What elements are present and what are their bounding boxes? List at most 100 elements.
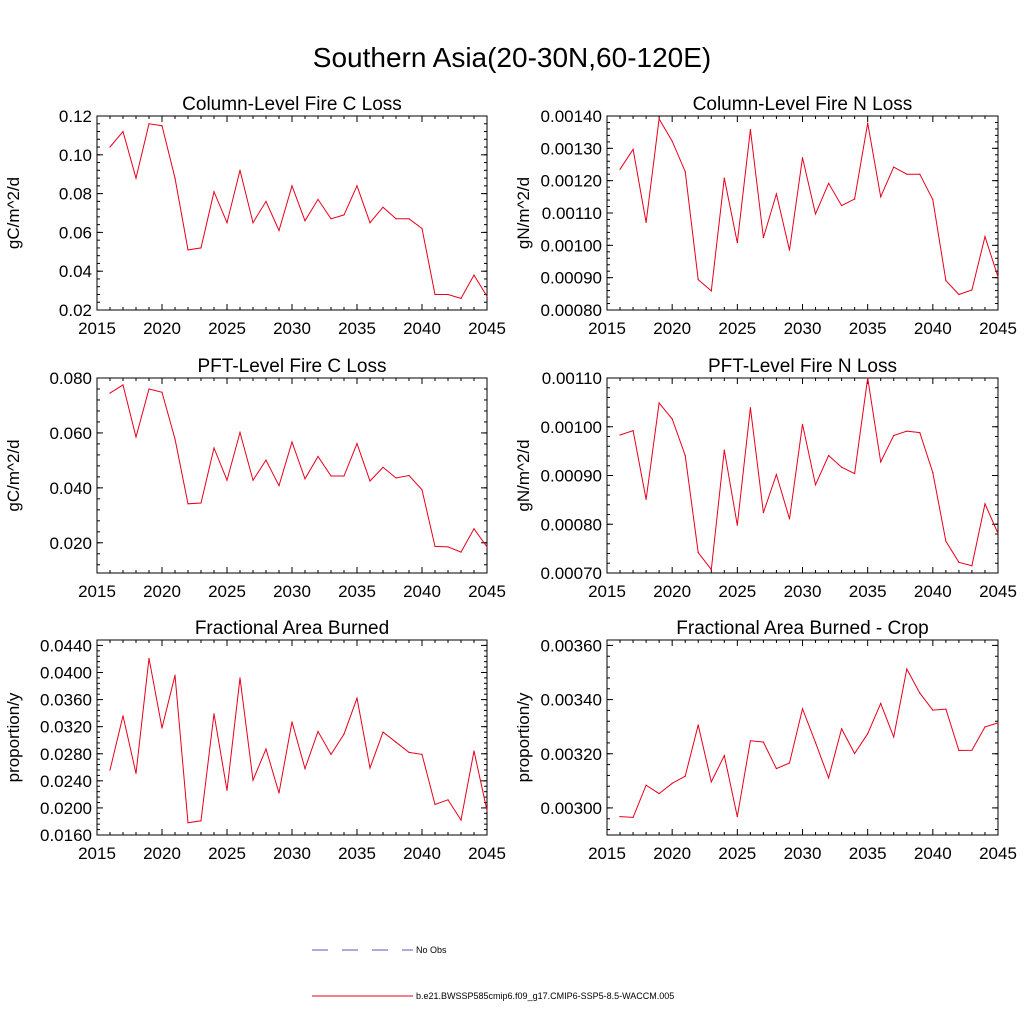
chart-panel-frac-area-burned: Fractional Area Burned proportion/y 2015 20… [4,618,506,863]
series-line [109,384,488,553]
data-point [828,182,830,184]
data-point [330,475,332,477]
data-point [304,768,306,770]
data-point [867,733,869,735]
data-point [161,727,163,729]
data-point [788,249,791,251]
data-point [906,173,908,175]
y-tick-label: 0.00080 [541,301,602,320]
data-point [343,733,345,735]
data-point [187,503,189,505]
data-point [278,229,280,232]
data-point [135,436,137,438]
data-point [788,762,791,764]
data-point [356,443,358,445]
data-point [161,391,163,393]
data-point [408,751,410,754]
data-point [109,146,111,148]
legend-obs-label: No Obs [416,945,447,955]
data-point [762,237,765,239]
y-tick-label: 0.0400 [40,664,92,683]
data-point [356,697,358,699]
data-point [906,668,908,670]
y-tick-label: 0.00090 [541,467,602,486]
data-point [148,123,150,125]
x-tick-label: 2040 [403,582,441,601]
chart-panel-pft-fire-c: PFT-Level Fire C Loss gC/m^2/d 2015 2020 202… [4,356,506,601]
panel-title: Fractional Area Burned [195,618,389,639]
data-point [330,218,332,220]
data-point [867,377,869,379]
data-point [671,140,673,142]
data-point [723,177,725,179]
y-tick-label: 0.00300 [541,799,602,818]
data-point [880,196,882,198]
data-point [148,657,150,659]
data-point [382,466,384,468]
data-point [473,750,475,752]
chart-panel-frac-area-burned-crop: Fractional Area Burned - Crop proportion/… [514,618,1017,863]
chart-panels: Column-Level Fire C Loss gC/m^2/d 2015 2020… [4,94,1017,863]
y-tick-label: 0.00070 [541,564,602,583]
y-tick-label: 0.00320 [541,745,602,764]
y-axis-label: gC/m^2/d [4,439,23,511]
data-point [395,218,397,220]
plot-frame [606,115,999,311]
y-axis-label: gC/m^2/d [4,177,23,249]
data-point [122,130,124,133]
data-point [906,430,908,432]
x-tick-label: 2030 [784,319,822,338]
data-point [932,199,934,201]
data-point [200,247,202,249]
y-tick-label: 0.00080 [541,515,602,534]
data-point [945,708,947,710]
data-point [775,473,778,476]
data-point [278,792,280,794]
y-tick-label: 0.02 [59,301,92,320]
data-point [671,418,673,420]
x-tick-label: 2025 [208,319,246,338]
x-tick-label: 2020 [653,582,691,601]
x-tick-label: 2040 [403,844,441,863]
x-tick-label: 2020 [143,319,181,338]
data-point [135,177,137,179]
data-point [408,218,410,220]
data-point [486,546,488,548]
data-point [841,466,843,468]
data-point [213,191,215,193]
data-point [814,484,817,486]
data-point [252,779,254,781]
data-point [854,473,856,475]
data-point [997,722,999,724]
x-tick-label: 2030 [273,844,311,863]
data-point [369,222,371,224]
data-point [369,480,371,482]
data-point [239,677,241,679]
x-tick-label: 2015 [588,844,626,863]
data-point [658,118,660,120]
y-tick-label: 0.0280 [40,745,92,764]
y-tick-label: 0.040 [49,479,92,498]
x-tick-label: 2045 [979,582,1017,601]
data-point [619,168,621,170]
data-point [174,674,176,676]
y-axis-label: proportion/y [514,692,533,782]
data-point [919,432,921,434]
data-point [343,475,345,477]
x-tick-label: 2025 [718,844,756,863]
data-point [828,777,830,779]
data-point [775,768,778,770]
data-point [684,775,686,777]
x-tick-label: 2040 [403,319,441,338]
data-point [723,755,725,757]
y-tick-label: 0.060 [49,424,92,443]
data-point [226,479,228,481]
data-point [919,173,921,175]
data-point [291,185,293,187]
y-tick-label: 0.12 [59,107,92,126]
data-point [710,569,712,571]
data-point [200,820,202,822]
data-point [317,730,319,733]
y-tick-label: 0.00360 [541,636,602,655]
data-point [200,502,202,504]
